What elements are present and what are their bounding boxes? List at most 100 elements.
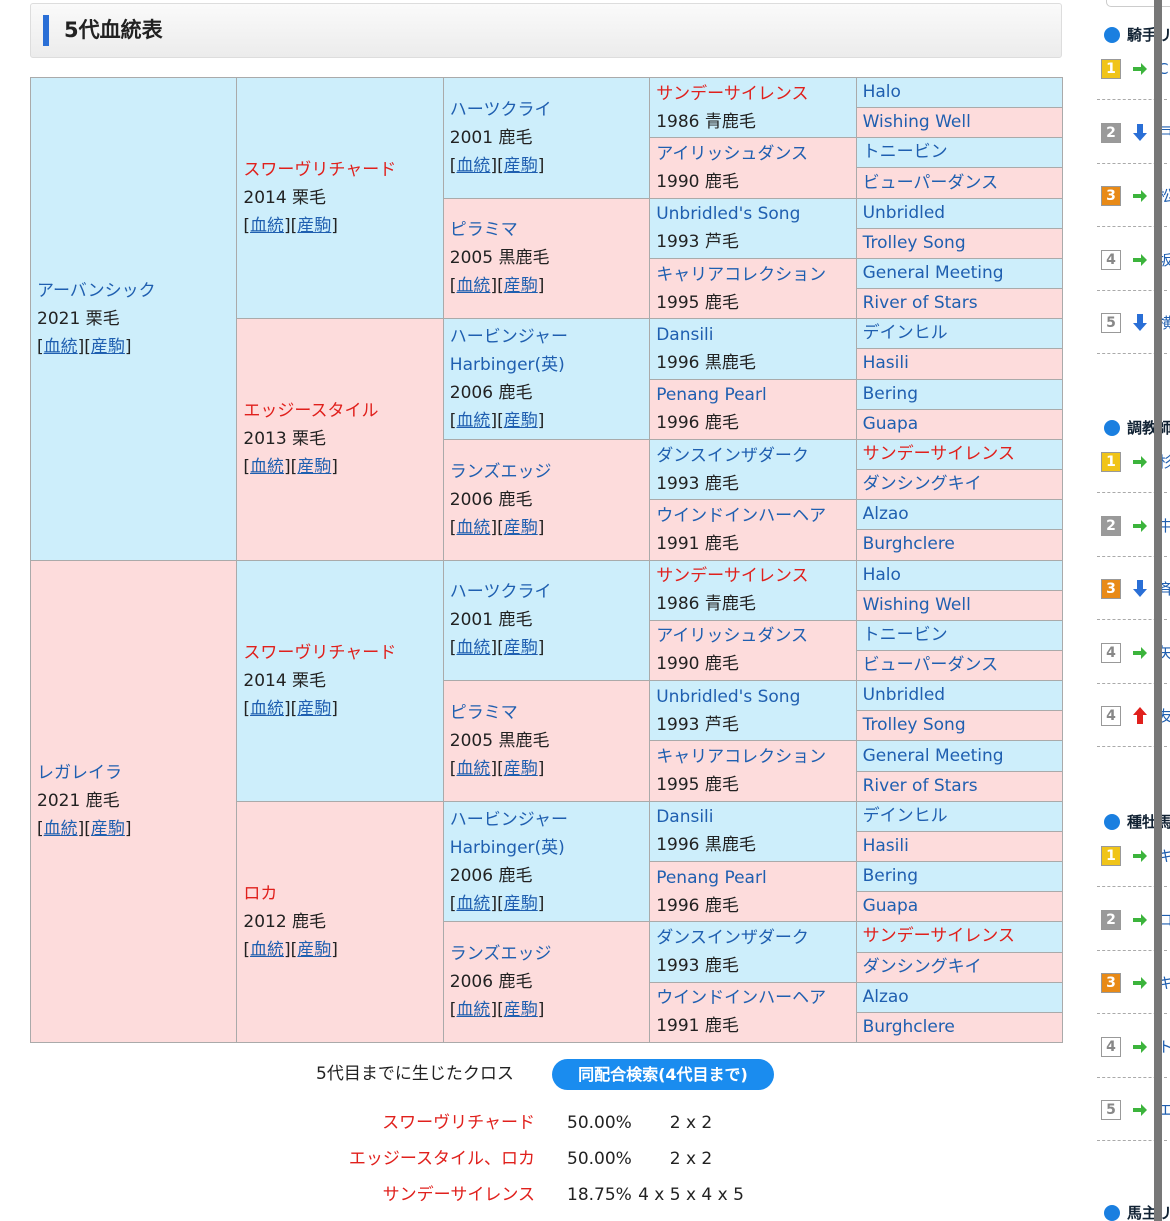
link[interactable]: 血統 (456, 1000, 491, 1021)
link[interactable]: 血統 (456, 276, 491, 297)
horse-name[interactable]: Alzao (862, 986, 909, 1007)
link[interactable]: 産駒 (297, 457, 332, 478)
bracket: [ (243, 698, 251, 719)
horse-name[interactable]: Wishing Well (862, 112, 971, 133)
horse-name[interactable]: アイリッシュダンス (656, 143, 808, 164)
horse-name[interactable]: Dansili (656, 807, 714, 828)
horse-name[interactable]: ダンスインザダーク (656, 928, 809, 949)
link[interactable]: 産駒 (503, 517, 538, 538)
horse-name[interactable]: デインヒル (862, 323, 948, 344)
horse-name[interactable]: トニービン (862, 142, 948, 163)
horse-name[interactable]: Halo (862, 82, 901, 103)
horse-name[interactable]: ハービンジャー (449, 327, 568, 348)
link[interactable]: 血統 (456, 517, 491, 538)
horse-name[interactable]: サンデーサイレンス (862, 926, 1015, 947)
horse-name[interactable]: ハーツクライ (449, 99, 552, 120)
horse-name[interactable]: Bering (862, 383, 918, 404)
horse-name[interactable]: Bering (862, 866, 918, 887)
horse-name[interactable]: River of Stars (862, 293, 978, 314)
horse-name[interactable]: ビューパーダンス (862, 172, 999, 193)
horse-name[interactable]: サンデーサイレンス (656, 83, 809, 104)
horse-name[interactable]: Guapa (862, 896, 919, 917)
cross-name[interactable]: エッジースタイル、ロカ (348, 1149, 535, 1169)
link[interactable]: 血統 (456, 758, 491, 779)
link[interactable]: 産駒 (503, 893, 538, 914)
horse-name[interactable]: ピラミマ (449, 220, 518, 241)
horse-name[interactable]: ハーツクライ (449, 582, 552, 603)
horse-name[interactable]: Trolley Song (862, 715, 966, 736)
link[interactable]: 産駒 (90, 819, 125, 840)
cross-name[interactable]: サンデーサイレンス (382, 1185, 535, 1205)
horse-name[interactable]: Penang Pearl (656, 867, 767, 888)
horse-name[interactable]: トニービン (862, 624, 948, 645)
horse-name[interactable]: ビューパーダンス (862, 655, 999, 676)
link[interactable]: 血統 (250, 457, 285, 478)
horse-name[interactable]: サンデーサイレンス (656, 566, 809, 587)
link[interactable]: 産駒 (503, 638, 538, 659)
trend-icon (1133, 850, 1147, 862)
link[interactable]: 産駒 (90, 336, 125, 357)
horse-name[interactable]: スワーヴリチャード (243, 160, 397, 181)
horse-name[interactable]: サンデーサイレンス (862, 443, 1015, 464)
horse-name[interactable]: Unbridled (862, 202, 946, 223)
horse-name[interactable]: Hasili (862, 835, 909, 856)
link[interactable]: 産駒 (503, 411, 538, 432)
horse-name[interactable]: キャリアコレクション (656, 747, 827, 768)
horse-name[interactable]: Unbridled (862, 685, 946, 706)
link[interactable]: 産駒 (503, 155, 538, 176)
link[interactable]: 産駒 (503, 758, 538, 779)
horse-name[interactable]: ハービンジャー (449, 809, 568, 830)
horse-name[interactable]: エッジースタイル (243, 401, 379, 422)
horse-name[interactable]: ダンシングキイ (862, 474, 982, 495)
horse-name[interactable]: スワーヴリチャード (243, 642, 397, 663)
horse-name[interactable]: Burghclere (862, 534, 955, 555)
horse-name[interactable]: デインヒル (862, 805, 948, 826)
link[interactable]: 産駒 (503, 276, 538, 297)
horse-name[interactable]: Alzao (862, 504, 909, 525)
horse-name[interactable]: ウインドインハーヘア (656, 505, 827, 526)
cross-name[interactable]: スワーヴリチャード (382, 1113, 535, 1133)
horse-name[interactable]: Dansili (656, 324, 714, 345)
horse-name[interactable]: Burghclere (862, 1016, 955, 1037)
link[interactable]: 血統 (250, 939, 285, 960)
link[interactable]: 血統 (43, 819, 78, 840)
horse-name[interactable]: Unbridled's Song (656, 686, 801, 707)
horse-name[interactable]: アーバンシック (37, 280, 156, 301)
link[interactable]: 血統 (456, 638, 491, 659)
horse-name[interactable]: Trolley Song (862, 232, 966, 253)
horse-name[interactable]: ピラミマ (449, 702, 518, 723)
link[interactable]: 産駒 (297, 698, 332, 719)
link[interactable]: 血統 (456, 893, 491, 914)
link[interactable]: 血統 (43, 336, 78, 357)
horse-name[interactable]: ダンスインザダーク (656, 445, 809, 466)
horse-alt-name[interactable]: Harbinger(英) (449, 355, 565, 376)
horse-name[interactable]: Guapa (862, 413, 919, 434)
horse-name[interactable]: ロカ (243, 883, 278, 904)
search-button[interactable]: 同配合検索(4代目まで) (552, 1059, 774, 1090)
horse-name[interactable]: ランズエッジ (449, 461, 552, 482)
horse-name[interactable]: General Meeting (862, 745, 1004, 766)
pedigree-cell: Trolley Song (855, 710, 1063, 742)
link[interactable]: 血統 (456, 411, 491, 432)
horse-name[interactable]: ダンシングキイ (862, 956, 982, 977)
horse-name[interactable]: River of Stars (862, 775, 978, 796)
link[interactable]: 血統 (250, 216, 285, 237)
horse-name[interactable]: Unbridled's Song (656, 204, 801, 225)
link[interactable]: 産駒 (503, 1000, 538, 1021)
horse-name[interactable]: ウインドインハーヘア (656, 988, 827, 1009)
link[interactable]: 産駒 (297, 216, 332, 237)
horse-name[interactable]: キャリアコレクション (656, 264, 827, 285)
horse-name[interactable]: Wishing Well (862, 594, 971, 615)
horse-name[interactable]: ランズエッジ (449, 944, 552, 965)
horse-name[interactable]: Penang Pearl (656, 385, 767, 406)
horse-name[interactable]: レガレイラ (37, 763, 122, 784)
horse-name[interactable]: General Meeting (862, 263, 1004, 284)
horse-name[interactable]: Hasili (862, 353, 909, 374)
horse-alt-name[interactable]: Harbinger(英) (449, 837, 565, 858)
link[interactable]: 血統 (250, 698, 285, 719)
horse-name[interactable]: Halo (862, 564, 901, 585)
link[interactable]: 産駒 (297, 939, 332, 960)
ranking-entry[interactable]: C (1158, 60, 1169, 78)
horse-name[interactable]: アイリッシュダンス (656, 626, 808, 647)
link[interactable]: 血統 (456, 155, 491, 176)
